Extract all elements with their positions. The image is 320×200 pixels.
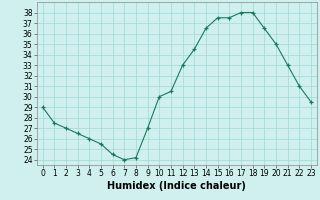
X-axis label: Humidex (Indice chaleur): Humidex (Indice chaleur)	[108, 181, 246, 191]
